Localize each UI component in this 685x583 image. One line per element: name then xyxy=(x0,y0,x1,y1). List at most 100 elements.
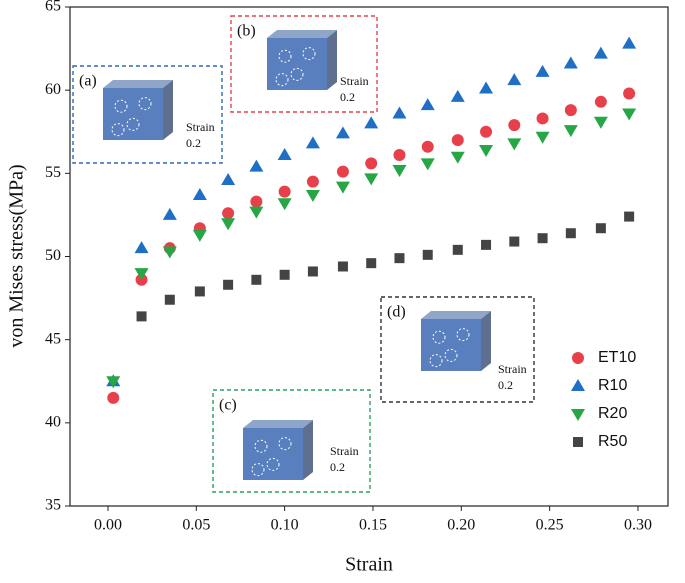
marker xyxy=(250,195,263,208)
y-tick-label: 35 xyxy=(45,497,61,514)
marker xyxy=(623,87,636,100)
marker xyxy=(364,173,379,186)
marker xyxy=(535,64,550,77)
marker xyxy=(192,229,207,242)
marker xyxy=(335,126,350,139)
marker xyxy=(479,145,494,158)
inset-label: (d) xyxy=(387,304,406,321)
inset-text: Strain xyxy=(330,444,359,458)
marker xyxy=(450,151,465,164)
cube-front xyxy=(267,38,327,90)
cube-side xyxy=(163,80,173,140)
legend-label: R10 xyxy=(598,377,627,394)
legend-label: R50 xyxy=(598,433,627,450)
marker xyxy=(194,286,205,297)
marker xyxy=(622,108,637,121)
cube-pore xyxy=(126,117,140,131)
cube-pore xyxy=(266,457,280,471)
marker xyxy=(136,311,147,322)
inset-text: Strain xyxy=(186,120,215,134)
marker xyxy=(249,206,264,219)
marker xyxy=(337,261,348,272)
cube-pore xyxy=(111,123,125,137)
marker xyxy=(450,89,465,102)
inset-frame xyxy=(230,15,378,113)
x-tick-label: 0.10 xyxy=(271,517,299,534)
marker xyxy=(249,159,264,172)
marker xyxy=(335,181,350,194)
marker xyxy=(393,149,406,162)
x-tick-label: 0.30 xyxy=(624,517,652,534)
cube-top xyxy=(103,80,173,88)
marker xyxy=(307,266,318,277)
inset-frame xyxy=(72,65,223,164)
x-tick-label: 0.00 xyxy=(94,517,122,534)
cube-side xyxy=(327,30,337,90)
marker xyxy=(306,175,319,188)
marker xyxy=(134,268,149,281)
marker xyxy=(364,116,379,129)
inset-label: (a) xyxy=(79,73,97,90)
marker xyxy=(279,269,290,280)
cube-pore xyxy=(114,99,128,113)
marker xyxy=(164,294,175,305)
cube-pore xyxy=(456,328,470,342)
cube-pore xyxy=(302,47,316,61)
marker xyxy=(564,104,577,117)
marker xyxy=(106,376,121,389)
marker xyxy=(451,134,464,147)
legend-marker xyxy=(571,379,585,391)
cube-pore xyxy=(278,437,292,451)
marker xyxy=(563,125,578,138)
marker xyxy=(366,258,377,269)
marker xyxy=(422,249,433,260)
y-tick-label: 45 xyxy=(45,330,61,347)
marker xyxy=(509,236,520,247)
marker xyxy=(537,233,548,244)
x-tick-label: 0.05 xyxy=(182,517,210,534)
marker xyxy=(162,246,177,259)
marker xyxy=(421,140,434,153)
inset-frame xyxy=(212,389,371,493)
x-tick-label: 0.25 xyxy=(536,517,564,534)
marker xyxy=(563,56,578,69)
marker xyxy=(481,239,492,250)
marker xyxy=(392,165,407,178)
marker xyxy=(536,112,549,125)
marker xyxy=(593,116,608,129)
marker xyxy=(535,131,550,144)
y-tick-label: 55 xyxy=(45,164,61,181)
marker xyxy=(480,125,493,138)
marker xyxy=(507,73,522,86)
y-axis-title: von Mises stress(MPa) xyxy=(6,164,28,347)
marker xyxy=(420,158,435,171)
inset-text: Strain xyxy=(498,362,527,376)
marker xyxy=(107,391,120,404)
marker xyxy=(278,185,291,198)
marker xyxy=(365,157,378,170)
cube-side xyxy=(481,311,491,371)
cube-front xyxy=(103,88,163,140)
marker xyxy=(221,172,236,185)
cube-pore xyxy=(254,439,268,453)
cube-front xyxy=(421,319,481,371)
inset-text: 0.2 xyxy=(330,460,345,474)
cube-pore xyxy=(429,354,443,368)
marker xyxy=(593,46,608,59)
marker xyxy=(192,187,207,200)
marker xyxy=(392,106,407,119)
x-tick-label: 0.20 xyxy=(447,517,475,534)
legend-marker xyxy=(571,409,585,421)
marker xyxy=(595,223,606,234)
cube-top xyxy=(243,420,313,428)
marker xyxy=(305,189,320,202)
cube-top xyxy=(421,311,491,319)
marker xyxy=(565,228,576,239)
marker xyxy=(134,241,149,254)
inset-label: (c) xyxy=(219,397,237,414)
marker xyxy=(336,165,349,178)
legend-marker xyxy=(573,437,583,447)
marker xyxy=(479,81,494,94)
cube-side xyxy=(303,420,313,480)
